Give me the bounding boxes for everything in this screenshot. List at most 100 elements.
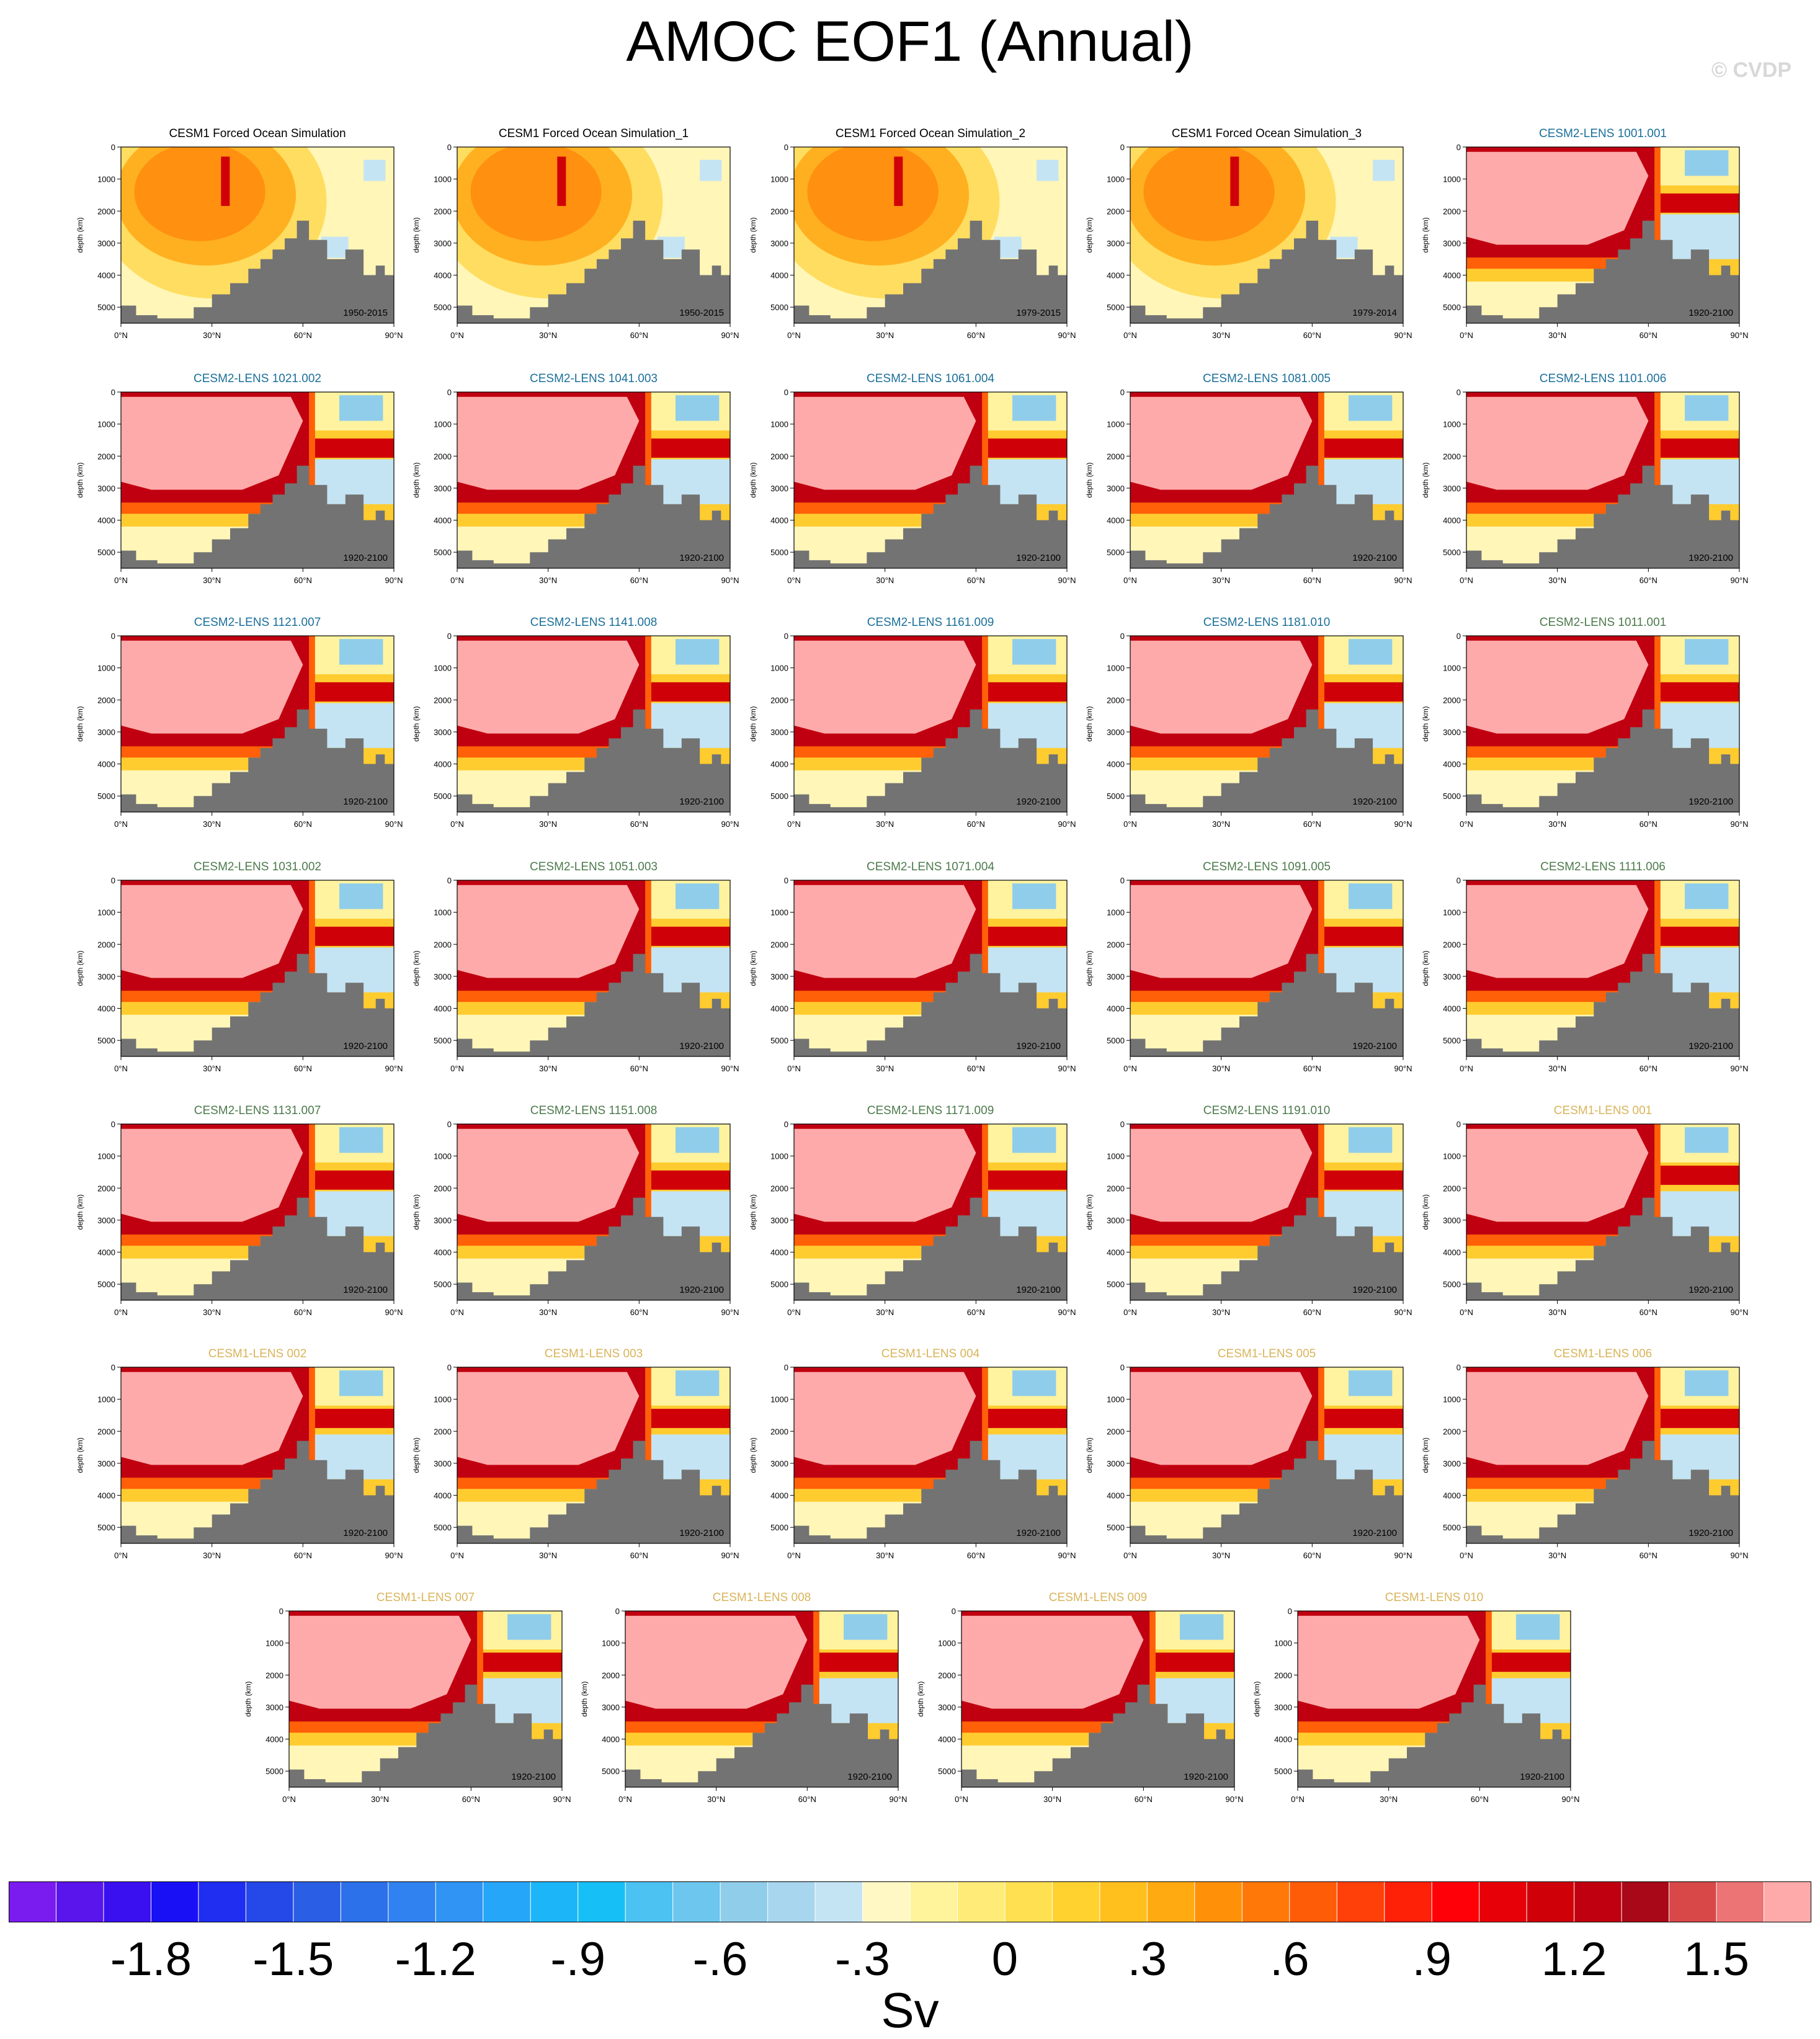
x-tick-label: 90°N: [1394, 1551, 1412, 1560]
y-tick-label: 5000: [97, 1036, 115, 1045]
y-tick-label: 4000: [1107, 760, 1125, 769]
y-tick-label: 5000: [434, 1036, 452, 1045]
colorbar-swatch: [388, 1881, 437, 1922]
plot-frame: [457, 635, 731, 813]
period-label: 1920-2100: [343, 1285, 388, 1295]
x-tick-label: 90°N: [385, 1308, 403, 1317]
x-tick-label: 60°N: [1303, 1064, 1321, 1073]
y-tick-label: 0: [1456, 631, 1461, 641]
colorbar-tick-label: -.3: [835, 1933, 890, 1986]
eof-panel: CESM1 Forced Ocean Simulation 0 1000 2000 30…: [59, 127, 403, 357]
bathymetry: [1130, 709, 1403, 812]
eof-panel: CESM2-LENS 1191.010 0 1000 2000 3000 4000 5000…: [1068, 1104, 1412, 1334]
colorbar-tick-label: .6: [1270, 1933, 1309, 1986]
plot-frame: [457, 146, 731, 324]
y-axis-title: depth (km): [76, 1194, 84, 1229]
x-tick-label: 0°N: [787, 331, 801, 340]
x-tick-label: 90°N: [1394, 1064, 1412, 1073]
high-lat-band: [483, 1653, 562, 1672]
field-shading: [457, 636, 730, 812]
eof-panel: CESM1-LENS 009 0 1000 2000 3000 4000 5000 0°N 30…: [899, 1591, 1244, 1821]
bathymetry: [457, 220, 730, 323]
y-axis-title: depth (km): [76, 462, 84, 497]
x-tick-label: 30°N: [1212, 1551, 1230, 1560]
field-shading: [1130, 636, 1403, 812]
high-lat-band: [988, 438, 1067, 458]
y-tick-label: 0: [784, 388, 788, 397]
colorbar-swatch: [1479, 1881, 1528, 1922]
field-shading: [794, 880, 1067, 1056]
x-tick-label: 60°N: [294, 819, 312, 829]
plot-frame: [1130, 391, 1404, 569]
y-tick-label: 5000: [265, 1767, 283, 1776]
field-shading: [121, 392, 394, 568]
plot-frame: [120, 146, 395, 324]
x-tick-label: 0°N: [1460, 819, 1473, 829]
y-tick-label: 5000: [97, 303, 115, 312]
y-tick-label: 4000: [938, 1735, 956, 1744]
x-tick-label: 60°N: [1639, 1064, 1657, 1073]
y-tick-label: 5000: [434, 1280, 452, 1289]
colorbar-swatch: [1384, 1881, 1433, 1922]
y-tick-label: 2000: [1274, 1671, 1292, 1680]
period-label: 1920-2100: [1352, 796, 1397, 807]
bathymetry: [1466, 1440, 1739, 1543]
x-tick-label: 0°N: [1123, 576, 1137, 585]
panel-plot: 0 1000 2000 3000 4000 5000 0°N 30°N 60°N 90°N dept…: [1085, 1363, 1412, 1560]
y-tick-label: 2000: [770, 207, 788, 216]
x-tick-label: 0°N: [787, 1064, 801, 1073]
panel-plot: 0 1000 2000 3000 4000 5000 0°N 30°N 60°N 90°N dept…: [244, 1607, 571, 1804]
x-tick-label: 90°N: [889, 1795, 907, 1804]
y-axis-title: depth (km): [749, 217, 757, 252]
y-tick-label: 2000: [1107, 452, 1125, 461]
bathymetry: [961, 1684, 1234, 1787]
x-tick-label: 60°N: [1303, 1308, 1321, 1317]
period-label: 1920-2100: [679, 796, 724, 807]
y-tick-label: 4000: [770, 1491, 788, 1501]
colorbar-swatch: [625, 1881, 674, 1922]
eof-panel: CESM1 Forced Ocean Simulation_3 0 1000 2000…: [1068, 127, 1412, 357]
high-lat-band: [1155, 1653, 1234, 1672]
field-shading: [1466, 880, 1739, 1056]
x-tick-label: 0°N: [114, 819, 128, 829]
x-tick-label: 60°N: [967, 1551, 985, 1560]
panel-title: CESM1 Forced Ocean Simulation: [169, 127, 346, 140]
y-tick-label: 3000: [770, 728, 788, 737]
y-tick-label: 0: [1456, 388, 1461, 397]
field-shading: [1130, 392, 1403, 568]
field-shading: [121, 636, 394, 812]
period-label: 1920-2100: [847, 1772, 892, 1782]
colorbar-tick-label: 1.5: [1684, 1933, 1749, 1986]
y-tick-label: 4000: [1107, 1248, 1125, 1257]
y-tick-label: 0: [111, 1363, 115, 1372]
x-tick-label: 30°N: [539, 576, 557, 585]
y-tick-label: 3000: [1107, 1216, 1125, 1225]
negative-cell: [339, 883, 383, 909]
period-label: 1920-2100: [1352, 1041, 1397, 1051]
x-tick-label: 60°N: [1303, 576, 1321, 585]
negative-cell: [1349, 639, 1393, 665]
saturated-core: [457, 1372, 640, 1465]
colorbar-swatch: [530, 1881, 579, 1922]
high-lat-band: [1324, 1409, 1403, 1429]
negative-cell: [1349, 1127, 1393, 1153]
panel-plot: 0 1000 2000 3000 4000 5000 0°N 30°N 60°N 90°N dept…: [412, 631, 739, 829]
y-tick-label: 1000: [1107, 420, 1125, 429]
y-tick-label: 4000: [770, 271, 788, 280]
panel-plot: 0 1000 2000 3000 4000 5000 0°N 30°N 60°N 90°N dept…: [76, 143, 403, 340]
colorbar-swatch: [672, 1881, 721, 1922]
x-tick-label: 0°N: [1123, 1551, 1137, 1560]
x-tick-label: 30°N: [707, 1795, 725, 1804]
y-tick-label: 5000: [1443, 1523, 1461, 1532]
colorbar-swatch: [578, 1881, 627, 1922]
y-axis-title: depth (km): [749, 1437, 757, 1473]
y-tick-label: 5000: [1443, 548, 1461, 557]
y-tick-label: 0: [784, 143, 788, 152]
panel-title: CESM2-LENS 1111.006: [1540, 860, 1666, 873]
bathymetry: [289, 1684, 562, 1787]
period-label: 1920-2100: [343, 1041, 388, 1051]
plot-frame: [1130, 635, 1404, 813]
y-axis-title: depth (km): [412, 950, 421, 986]
y-tick-label: 1000: [770, 175, 788, 184]
bathymetry: [1130, 953, 1403, 1056]
